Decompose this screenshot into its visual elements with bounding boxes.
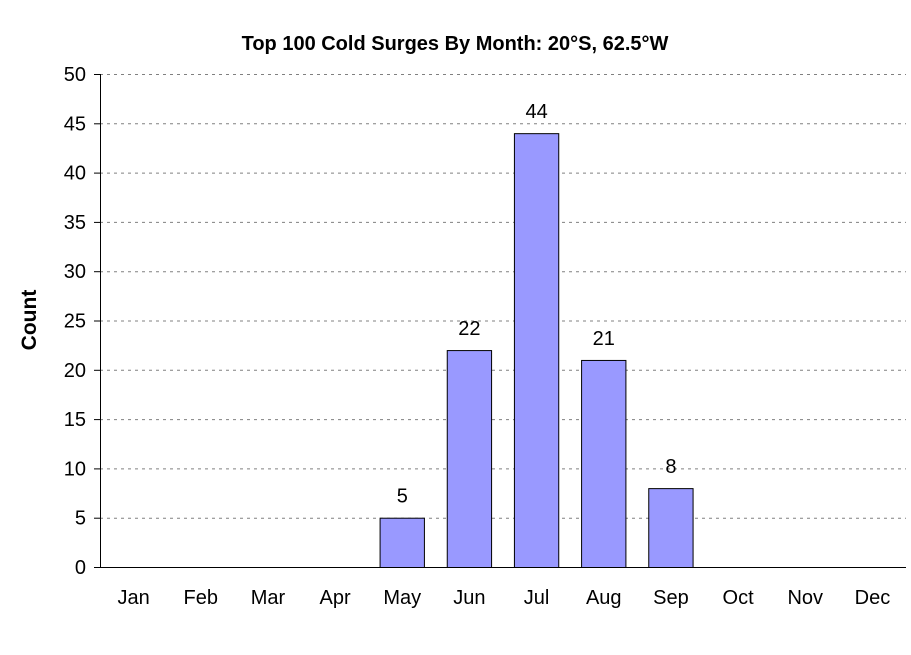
x-tick-label: Dec <box>855 587 891 609</box>
bar-may <box>379 517 425 569</box>
y-tick-label: 0 <box>75 557 86 579</box>
bar-sep <box>648 488 694 568</box>
x-tick-label: Jan <box>117 587 149 609</box>
x-tick-label: May <box>383 587 421 609</box>
data-label: 22 <box>458 318 480 340</box>
y-tick-label: 35 <box>64 212 86 234</box>
y-tick-label: 20 <box>64 360 86 382</box>
y-tick-label: 30 <box>64 261 86 283</box>
y-tick-label: 10 <box>64 458 86 480</box>
x-tick-label: Nov <box>787 587 823 609</box>
x-tick-label: Oct <box>723 587 755 609</box>
chart-title: Top 100 Cold Surges By Month: 20°S, 62.5… <box>242 33 669 55</box>
y-tick-label: 45 <box>64 113 86 135</box>
plot-area: 0 5 10 15 20 25 30 35 40 45 50 Jan Feb Mar Apr 5 May 22 Ju… <box>64 64 906 609</box>
y-axis-label: Count <box>18 290 41 351</box>
data-label: 5 <box>397 486 408 508</box>
x-tick-label: Mar <box>251 587 286 609</box>
x-tick-label: Jul <box>524 587 550 609</box>
data-label: 8 <box>665 456 676 478</box>
x-tick-label: Aug <box>586 587 622 609</box>
bar-jun <box>446 350 493 568</box>
y-tick-label: 25 <box>64 311 86 333</box>
data-label: 44 <box>525 101 547 123</box>
bar-aug <box>581 359 627 568</box>
bar-jul <box>513 133 560 568</box>
x-tick-label: Jun <box>453 587 485 609</box>
y-tick-label: 50 <box>64 64 86 86</box>
data-label: 21 <box>593 328 615 350</box>
y-tick-label: 5 <box>75 508 86 530</box>
y-tick-label: 40 <box>64 163 86 185</box>
y-tick-label: 15 <box>64 409 86 431</box>
x-tick-label: Apr <box>320 587 351 609</box>
x-tick-label: Feb <box>184 587 218 609</box>
x-tick-label: Sep <box>653 587 689 609</box>
